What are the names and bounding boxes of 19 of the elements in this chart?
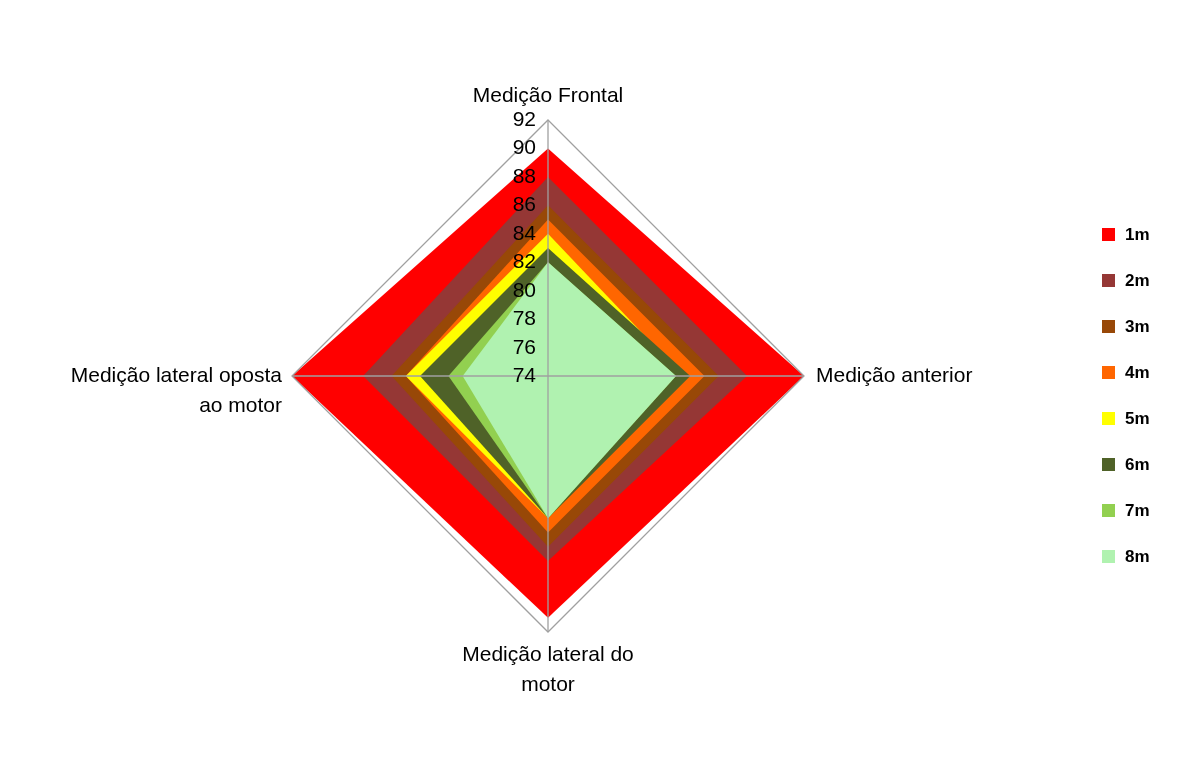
legend-label: 7m (1125, 500, 1150, 520)
legend-label: 5m (1125, 408, 1150, 428)
legend-label: 6m (1125, 454, 1150, 474)
y-tick-label: 76 (512, 334, 536, 358)
legend-label: 8m (1125, 546, 1150, 566)
spoke-label: Medição Frontal (472, 83, 624, 106)
y-tick-label: 92 (512, 107, 536, 130)
legend-label: 2m (1125, 270, 1150, 290)
y-tick-label: 90 (512, 135, 536, 159)
legend-label: 1m (1125, 224, 1150, 244)
spoke-label: Medição lateral oposta ao motor (70, 363, 283, 416)
y-tick-label: 84 (512, 220, 537, 244)
y-tick-label: 74 (512, 363, 537, 386)
spoke-label: Medição lateral do motor (462, 642, 634, 695)
spoke-label: Medição anterior (816, 363, 973, 386)
y-tick-label: 78 (512, 306, 536, 330)
legend-label: 4m (1125, 362, 1150, 382)
y-tick-label: 88 (512, 163, 536, 187)
legend-label: 3m (1125, 316, 1150, 336)
